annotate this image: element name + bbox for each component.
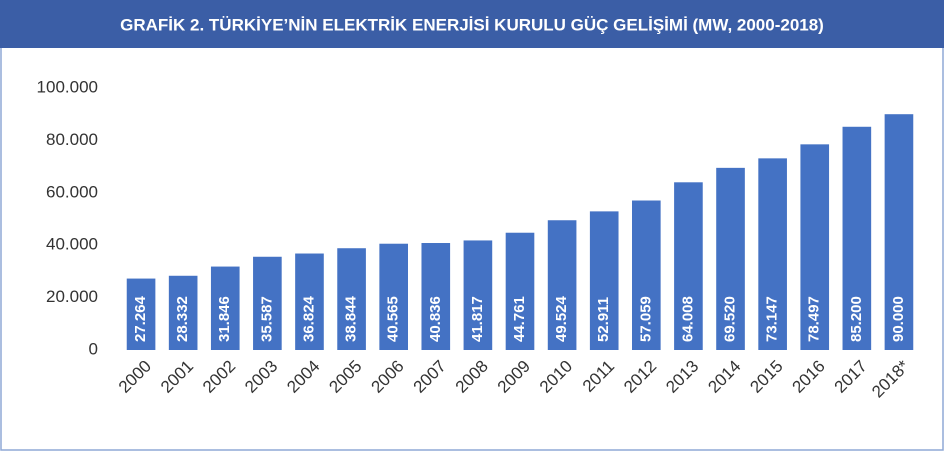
value-label: 31.846 [216,296,233,342]
bar [421,243,451,350]
y-tick-label: 0 [89,339,98,358]
value-label: 27.264 [132,295,149,342]
bar [758,158,787,350]
y-tick-label: 80.000 [46,130,98,149]
bar [126,278,156,350]
bar [463,240,493,350]
y-tick-label: 40.000 [46,235,98,254]
value-label: 90.000 [890,296,907,342]
bar [379,243,408,350]
value-label: 85.200 [848,296,865,342]
y-tick-label: 60.000 [46,182,98,201]
chart-title: GRAFİK 2. TÜRKİYE’NİN ELEKTRİK ENERJİSİ … [120,15,824,34]
bar [168,275,198,350]
value-label: 40.836 [427,296,444,342]
value-label: 44.761 [511,296,528,342]
value-label: 52.911 [595,297,612,342]
bar [505,232,535,350]
value-label: 73.147 [764,296,781,342]
bar [547,220,577,350]
bar [884,114,914,350]
bar [674,182,703,350]
value-label: 41.817 [469,296,486,342]
value-label: 64.008 [679,296,696,342]
bar [210,266,240,350]
value-label: 78.497 [806,296,823,342]
value-label: 38.844 [343,295,360,342]
value-label: 28.332 [174,296,191,342]
bar [632,200,661,350]
bar [337,248,366,350]
value-label: 40.565 [385,296,402,342]
value-label: 35.587 [258,296,275,342]
value-label: 69.520 [721,296,738,342]
bar [253,256,282,350]
header-band [0,0,944,48]
y-tick-label: 20.000 [46,287,98,306]
bar [842,126,872,350]
bar [589,211,619,350]
y-tick-label: 100.000 [37,77,98,96]
value-label: 57.059 [637,296,654,342]
bar [716,167,745,350]
bar [800,144,830,350]
bar [295,253,324,350]
value-label: 49.524 [553,295,570,342]
value-label: 36.824 [300,295,317,342]
